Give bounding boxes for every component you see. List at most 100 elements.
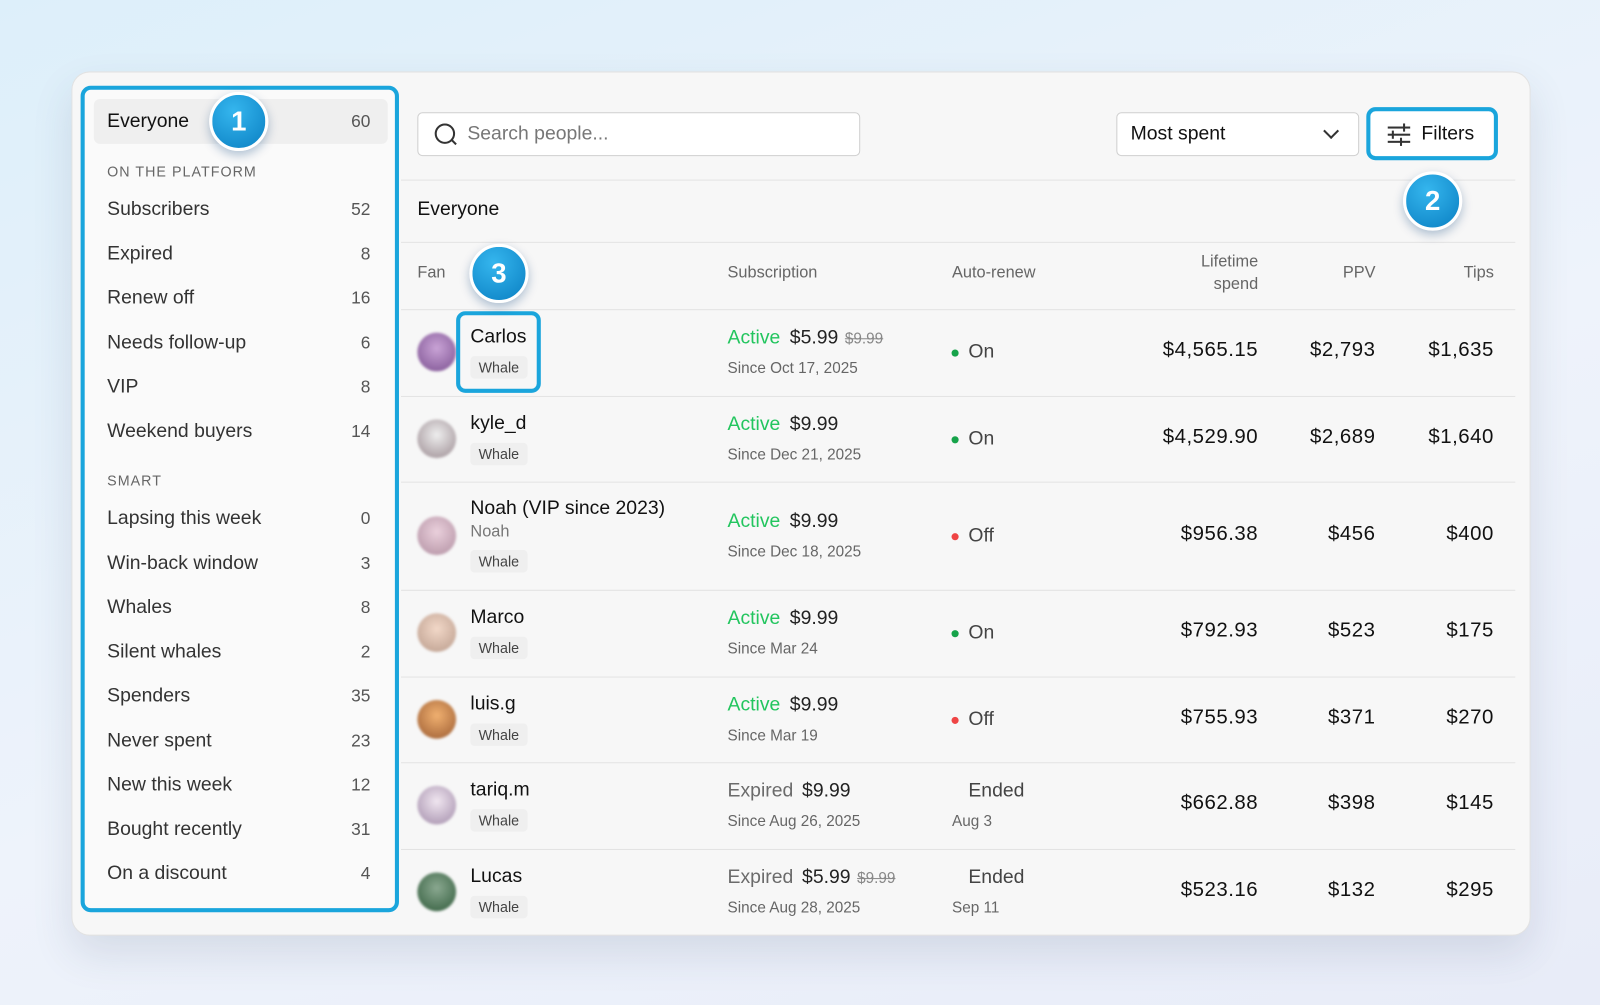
sidebar-count: 0 bbox=[360, 508, 371, 529]
auto-renew: Ended bbox=[968, 866, 1025, 889]
filters-icon-knob bbox=[1399, 137, 1403, 146]
fan-tag: Whale bbox=[470, 549, 528, 573]
tips-spend: $1,635 bbox=[1428, 339, 1494, 362]
filters-highlight[interactable] bbox=[1366, 107, 1498, 161]
sidebar-label: Win-back window bbox=[107, 552, 258, 574]
subscription-since: Since Dec 21, 2025 bbox=[727, 446, 862, 464]
status-dot bbox=[951, 533, 959, 541]
callout-badge: 1 bbox=[209, 91, 269, 152]
name-highlight bbox=[456, 311, 541, 393]
auto-renew: On bbox=[968, 341, 995, 364]
divider bbox=[401, 309, 1516, 311]
fan-tag: Whale bbox=[470, 723, 528, 746]
subscription-price: $9.99 bbox=[789, 694, 839, 716]
subscription-status: Active bbox=[727, 694, 781, 716]
sidebar-count: 35 bbox=[351, 686, 371, 706]
sidebar-label: Needs follow-up bbox=[107, 331, 247, 354]
avatar bbox=[417, 872, 457, 911]
sidebar-count: 3 bbox=[360, 553, 371, 573]
sidebar-count: 12 bbox=[351, 774, 371, 795]
fan-name: tariq.m bbox=[470, 779, 530, 801]
auto-renew: Ended bbox=[968, 780, 1025, 802]
divider bbox=[401, 676, 1516, 678]
sidebar-count: 4 bbox=[360, 863, 371, 884]
fan-tag: Whale bbox=[470, 442, 528, 466]
sidebar-label: New this week bbox=[107, 773, 233, 796]
filters-icon-line bbox=[1387, 126, 1411, 129]
status-dot bbox=[951, 630, 959, 638]
lifetime-spend: $4,565.15 bbox=[1162, 339, 1259, 362]
column-header: Fan bbox=[417, 264, 446, 282]
sidebar-count: 60 bbox=[351, 111, 371, 132]
subscription-old-price: $9.99 bbox=[857, 869, 896, 887]
sidebar bbox=[80, 85, 399, 913]
divider bbox=[401, 762, 1516, 764]
auto-renew-note: Aug 3 bbox=[952, 813, 993, 831]
subscription-since: Since Aug 28, 2025 bbox=[727, 899, 861, 917]
avatar bbox=[417, 785, 457, 825]
sidebar-label: Bought recently bbox=[107, 818, 242, 840]
ppv-spend: $2,793 bbox=[1310, 339, 1376, 362]
ppv-spend: $2,689 bbox=[1310, 425, 1376, 448]
column-header: Lifetime spend bbox=[1200, 253, 1259, 293]
ppv-spend: $523 bbox=[1328, 619, 1376, 643]
status-dot bbox=[951, 349, 959, 357]
subscription-status: Active bbox=[727, 607, 781, 630]
sort-select[interactable] bbox=[1116, 112, 1360, 157]
column-header: Auto-renew bbox=[952, 264, 1036, 282]
sidebar-label: Everyone bbox=[107, 110, 190, 133]
auto-renew: Off bbox=[968, 708, 994, 730]
subscription-since: Since Dec 18, 2025 bbox=[727, 543, 862, 561]
sidebar-count: 8 bbox=[360, 243, 371, 264]
sidebar-label: Never spent bbox=[107, 729, 212, 752]
callout-badge: 2 bbox=[1403, 171, 1463, 231]
ppv-spend: $456 bbox=[1328, 522, 1376, 545]
tips-spend: $145 bbox=[1446, 792, 1494, 815]
sidebar-count: 6 bbox=[360, 332, 371, 353]
divider bbox=[401, 395, 1516, 397]
sidebar-count: 2 bbox=[360, 641, 371, 662]
sidebar-label: Expired bbox=[107, 242, 173, 265]
subscription-status: Active bbox=[727, 327, 781, 349]
auto-renew: On bbox=[968, 622, 995, 644]
sidebar-label: Renew off bbox=[107, 287, 195, 309]
tips-spend: $1,640 bbox=[1428, 425, 1494, 448]
fan-name: luis.g bbox=[470, 693, 516, 715]
sidebar-label: VIP bbox=[107, 376, 139, 398]
lifetime-spend: $523.16 bbox=[1180, 878, 1259, 901]
fan-name: Marco bbox=[470, 606, 525, 629]
divider bbox=[401, 481, 1516, 483]
sidebar-count: 14 bbox=[351, 421, 371, 441]
filters-icon-line bbox=[1387, 140, 1411, 143]
lifetime-spend: $792.93 bbox=[1180, 619, 1259, 643]
fan-tag: Whale bbox=[470, 809, 528, 832]
fan-name: Noah (VIP since 2023) bbox=[470, 497, 666, 519]
subscription-price: $5.99 bbox=[789, 327, 839, 349]
fan-tag: Whale bbox=[470, 356, 528, 379]
sort-label: Most spent bbox=[1130, 122, 1226, 145]
sidebar-label: Lapsing this week bbox=[107, 507, 262, 530]
filters-label: Filters bbox=[1421, 122, 1475, 145]
tips-spend: $400 bbox=[1446, 522, 1494, 545]
avatar bbox=[417, 332, 457, 372]
tips-spend: $295 bbox=[1446, 878, 1494, 901]
sidebar-heading: ON THE PLATFORM bbox=[107, 163, 257, 180]
fan-tag: Whale bbox=[470, 895, 528, 919]
search-input[interactable] bbox=[417, 112, 861, 157]
divider bbox=[401, 589, 1516, 591]
subscription-since: Since Mar 24 bbox=[727, 640, 818, 658]
sidebar-label: Silent whales bbox=[107, 640, 222, 663]
subscription-price: $9.99 bbox=[802, 780, 851, 802]
avatar bbox=[417, 516, 457, 556]
sidebar-count: 52 bbox=[351, 199, 371, 219]
sidebar-count: 16 bbox=[351, 288, 371, 308]
column-header: Tips bbox=[1463, 264, 1494, 282]
sidebar-label: Weekend buyers bbox=[107, 420, 253, 442]
subscription-since: Since Mar 19 bbox=[727, 726, 818, 745]
fan-name: Lucas bbox=[470, 865, 523, 887]
divider bbox=[401, 241, 1516, 243]
tips-spend: $270 bbox=[1446, 705, 1494, 729]
subscription-status: Expired bbox=[727, 780, 794, 802]
